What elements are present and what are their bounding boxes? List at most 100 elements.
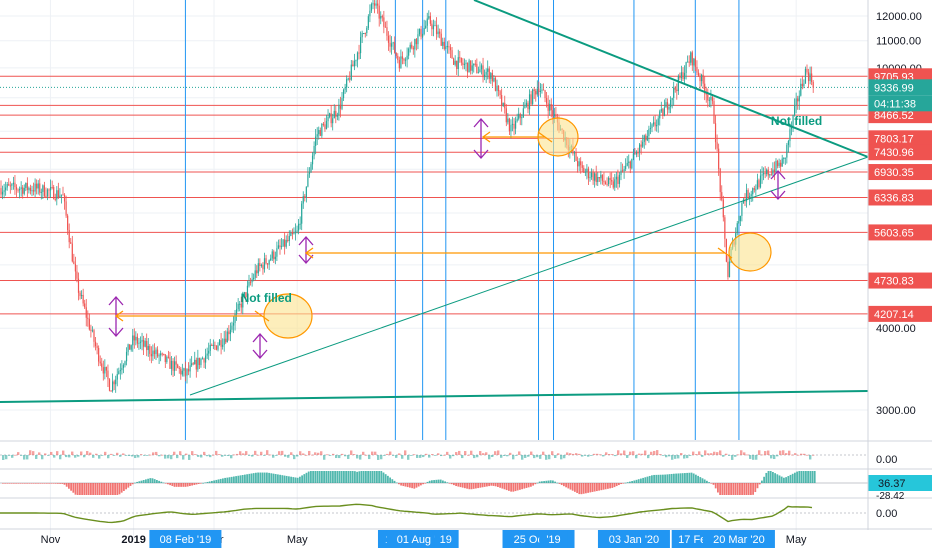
histogram-bar — [536, 482, 539, 484]
oscillator-bar — [758, 450, 761, 455]
candle-body — [102, 367, 104, 374]
candle-body — [29, 187, 32, 191]
candle-body — [232, 323, 235, 326]
candle-body — [349, 78, 351, 80]
histogram-bar — [140, 480, 143, 483]
oscillator-bar — [458, 450, 461, 455]
candle-body — [149, 346, 151, 354]
drawing-annotations: Not filled Not filled — [108, 114, 822, 359]
oscillator-bar — [509, 452, 512, 455]
level-price-tag: 5603.65 — [874, 227, 914, 239]
histogram-bar — [523, 483, 526, 489]
histogram-bar — [571, 483, 574, 491]
oscillator-bar — [314, 452, 317, 455]
candle-body — [336, 115, 338, 117]
oscillator-bar — [185, 453, 188, 455]
oscillator-bar — [470, 450, 473, 455]
candle-body — [307, 174, 309, 187]
histogram-bar — [371, 471, 374, 483]
candle-body — [146, 340, 148, 351]
candle-body — [518, 113, 520, 119]
candle-body — [271, 251, 273, 259]
candle-body — [485, 71, 487, 75]
candle-body — [654, 122, 656, 127]
histogram-bar — [420, 483, 422, 486]
candle-body — [552, 110, 554, 117]
candle-body — [46, 189, 49, 197]
candle-body — [742, 199, 745, 203]
candle-body — [36, 183, 38, 189]
histogram-bar — [153, 479, 156, 483]
candle-body — [98, 347, 100, 362]
oscillator-bar — [563, 455, 566, 459]
candle-body — [741, 202, 743, 216]
histogram-bar — [17, 483, 20, 484]
histogram-bar — [510, 483, 512, 492]
candle-body — [166, 356, 168, 363]
histogram-bar — [6, 483, 9, 484]
candle-body — [525, 102, 528, 107]
candle-body — [284, 239, 286, 247]
candle-body — [752, 188, 754, 195]
candle-body — [749, 195, 751, 199]
candle-body — [187, 369, 190, 372]
candle-body — [580, 161, 582, 166]
candle-body — [446, 46, 448, 48]
candle-body — [690, 52, 692, 63]
level-price-tag: 4207.14 — [874, 309, 914, 321]
oscillator-bar — [383, 455, 386, 456]
histogram-bar — [673, 473, 675, 483]
oscillator-bar — [416, 455, 419, 458]
oscillator-bar — [524, 455, 527, 458]
histogram-bar — [516, 483, 519, 491]
histogram-bar — [541, 481, 543, 483]
histogram-bar — [160, 481, 163, 483]
oscillator-bar — [359, 455, 362, 460]
candle-body — [697, 72, 700, 76]
oscillator-bar — [86, 451, 89, 455]
candle-body — [231, 325, 233, 330]
histogram-bar — [204, 482, 207, 484]
candle-body — [338, 104, 340, 116]
candle-body — [389, 42, 391, 47]
candle-body — [773, 169, 776, 173]
candle-body — [139, 341, 142, 343]
candle-body — [22, 187, 24, 194]
histogram-bar — [19, 483, 22, 484]
candle-body — [118, 371, 120, 375]
oscillator-bar — [182, 455, 185, 460]
candle-body — [575, 152, 577, 161]
candle-body — [48, 189, 50, 191]
histogram-bar — [87, 483, 90, 495]
histogram-bar — [142, 480, 145, 483]
candle-body — [375, 3, 377, 6]
oscillator-bar — [20, 455, 23, 456]
oscillator-bar — [779, 450, 782, 455]
histogram-bar — [68, 483, 70, 489]
date-marker-bg — [149, 530, 222, 548]
histogram-bar — [288, 476, 290, 483]
candle-body — [539, 90, 541, 92]
oscillator-bar — [812, 454, 815, 456]
candle-body — [330, 113, 332, 124]
oscillator-bar — [761, 454, 764, 456]
histogram-bar — [349, 471, 352, 483]
histogram-bar — [525, 483, 528, 488]
oscillator-bar — [806, 454, 809, 456]
candle-body — [163, 353, 165, 355]
oscillator-bar — [188, 455, 191, 460]
bracket-head-bottom — [252, 349, 268, 359]
bracket-head-bottom — [473, 149, 489, 159]
candle-body — [722, 199, 724, 218]
histogram-bar — [809, 471, 812, 483]
histogram-bar — [94, 483, 97, 495]
histogram-bar — [567, 483, 570, 489]
histogram-bar — [175, 483, 178, 487]
oscillator-bar — [683, 455, 686, 459]
candle-body — [482, 65, 484, 78]
oscillator-bar — [710, 453, 713, 455]
histogram-bar — [807, 471, 809, 483]
candle-body — [490, 73, 492, 79]
candle-body — [191, 363, 193, 366]
